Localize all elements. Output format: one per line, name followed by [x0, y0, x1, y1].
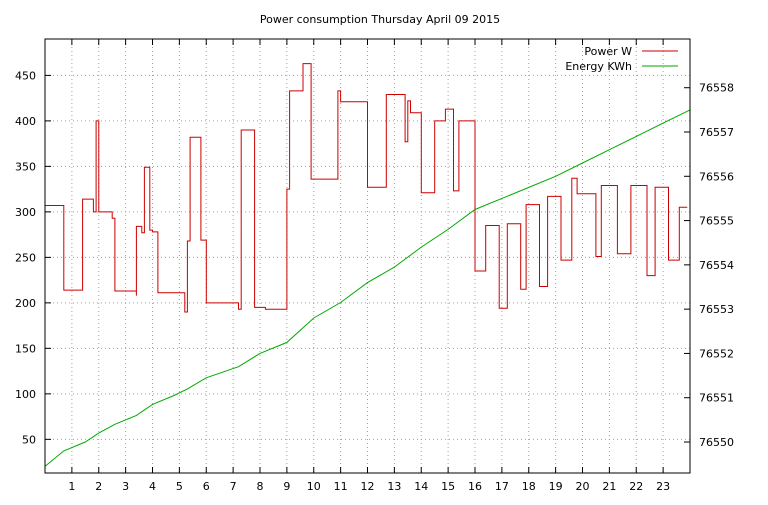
x-tick-label: 14 — [414, 480, 428, 493]
y-right-tick-label: 76554 — [699, 259, 734, 272]
y-left-tick-label: 400 — [15, 115, 36, 128]
x-tick-label: 7 — [230, 480, 237, 493]
legend: Power W Energy KWh — [565, 45, 678, 73]
y-left-tick-label: 50 — [22, 433, 36, 446]
x-tick-label: 13 — [387, 480, 401, 493]
y-left-tick-label: 450 — [15, 69, 36, 82]
y-right-tick-label: 76552 — [699, 347, 734, 360]
y-left-tick-label: 350 — [15, 160, 36, 173]
x-tick-label: 16 — [468, 480, 482, 493]
x-tick-label: 8 — [257, 480, 264, 493]
x-tick-label: 10 — [307, 480, 321, 493]
y-left-tick-label: 300 — [15, 206, 36, 219]
x-tick-label: 20 — [576, 480, 590, 493]
x-tick-label: 17 — [495, 480, 509, 493]
series-line-energy — [44, 109, 691, 467]
y-right-tick-label: 76558 — [699, 82, 734, 95]
x-tick-label: 3 — [122, 480, 129, 493]
y-right-tick-label: 76551 — [699, 392, 734, 405]
legend-label: Energy KWh — [565, 60, 632, 73]
x-tick-label: 2 — [95, 480, 102, 493]
y-left-tick-label: 200 — [15, 297, 36, 310]
x-tick-label: 11 — [334, 480, 348, 493]
series-line-power — [45, 63, 688, 313]
y-right-tick-label: 76553 — [699, 303, 734, 316]
x-tick-label: 23 — [656, 480, 670, 493]
series-layer — [44, 63, 691, 467]
x-tick-label: 9 — [283, 480, 290, 493]
y-right-tick-label: 76555 — [699, 215, 734, 228]
y-right-tick-label: 76550 — [699, 436, 734, 449]
y-left-tick-label: 250 — [15, 251, 36, 264]
y-left-tick-label: 100 — [15, 388, 36, 401]
legend-label: Power W — [584, 45, 632, 58]
x-tick-label: 19 — [549, 480, 563, 493]
x-tick-label: 1 — [68, 480, 75, 493]
y-left-tick-label: 150 — [15, 342, 36, 355]
y-right-tick-label: 76556 — [699, 170, 734, 183]
y-right-tick-label: 76557 — [699, 126, 734, 139]
x-tick-label: 21 — [602, 480, 616, 493]
x-tick-label: 12 — [361, 480, 375, 493]
x-tick-label: 6 — [203, 480, 210, 493]
x-tick-label: 15 — [441, 480, 455, 493]
x-tick-label: 5 — [176, 480, 183, 493]
grid — [45, 39, 690, 473]
chart-title: Power consumption Thursday April 09 2015 — [260, 13, 500, 26]
axes: 1 2 3 4 5 6 7 8 9 10 11 12 13 14 15 16 17 18 19 20 21 22 23501… — [15, 39, 734, 493]
x-tick-label: 22 — [629, 480, 643, 493]
x-tick-label: 4 — [149, 480, 156, 493]
x-tick-label: 18 — [522, 480, 536, 493]
